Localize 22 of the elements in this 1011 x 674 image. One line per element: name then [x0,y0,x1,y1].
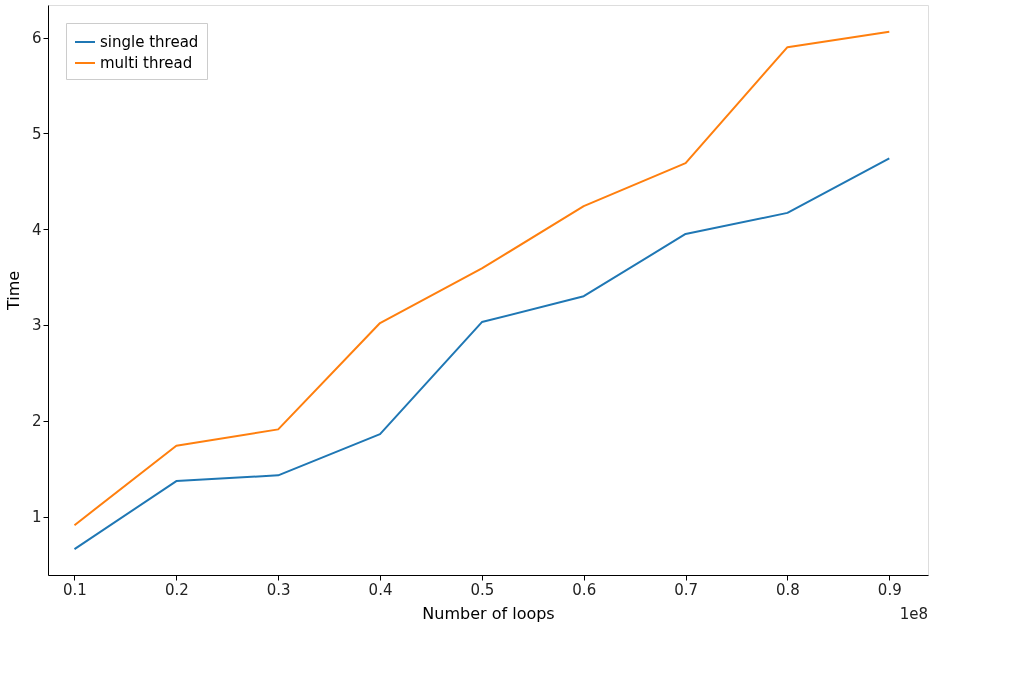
text: 1e8 [899,605,928,623]
y-tick-label: 6 [31,29,42,48]
x-axis-title: Number of loops [422,603,555,623]
x-tick-label: 0.9 [877,580,902,599]
y-tick-label: 3 [31,316,42,335]
legend-label: multi thread [100,54,193,72]
legend-label: single thread [100,33,199,51]
x-tick-label: 0.7 [674,580,699,599]
y-tick-label: 1 [31,508,42,527]
x-tick-label: 0.8 [776,580,800,599]
x-tick-label: 0.2 [164,580,189,599]
y-tick-label: 4 [31,220,42,239]
line-series [73,30,891,527]
line-series [73,157,891,551]
y-tick-label: 5 [31,124,42,143]
x-tick-label: 0.1 [63,580,87,599]
x-tick-label: 0.6 [572,580,597,599]
x-tick-label: 0.3 [266,580,291,599]
x-tick-label: 0.5 [470,580,495,599]
x-tick-label: 0.4 [368,580,393,599]
y-axis-title: Time [3,270,23,312]
y-tick-label: 2 [31,412,42,431]
